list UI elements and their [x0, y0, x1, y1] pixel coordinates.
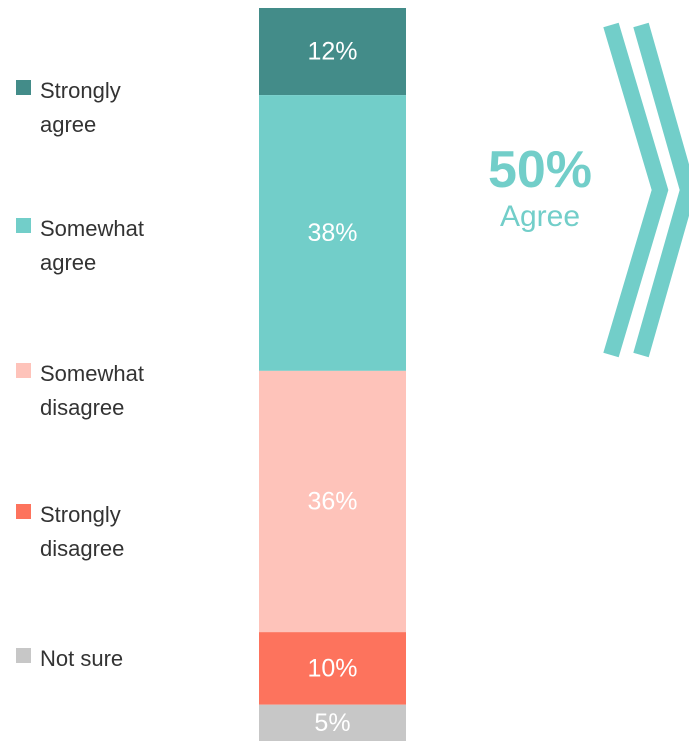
- chevron-1-icon: [603, 22, 669, 358]
- legend-label: Somewhat disagree: [40, 361, 144, 420]
- legend-label: Not sure: [40, 646, 124, 671]
- data-label-somewhat-agree: 38%: [307, 219, 357, 247]
- bar-segment-not-sure: [259, 704, 406, 741]
- legend-swatch: [16, 80, 31, 95]
- bar-segment-somewhat-agree: [259, 95, 406, 371]
- bar-segment-strongly-disagree: [259, 632, 406, 705]
- legend-swatch: [16, 504, 31, 519]
- legend-swatch: [16, 218, 31, 233]
- legend-label: Strongly agree: [40, 78, 121, 137]
- data-label-not-sure: 5%: [314, 709, 350, 737]
- data-label-strongly-agree: 12%: [307, 38, 357, 66]
- data-label-strongly-disagree: 10%: [307, 654, 357, 682]
- legend-label: Somewhat agree: [40, 216, 144, 275]
- callout-value: 50%: [487, 141, 593, 199]
- callout-label: Agree: [499, 200, 581, 233]
- legend-swatch: [16, 648, 31, 663]
- legend-label: Strongly disagree: [40, 502, 125, 561]
- bar-segment-somewhat-disagree: [259, 370, 406, 633]
- agree-callout: 50% Agree: [440, 140, 640, 234]
- chevron-2-icon: [633, 22, 689, 358]
- data-label-somewhat-disagree: 36%: [307, 488, 357, 516]
- bar-segment-strongly-agree: [259, 8, 406, 96]
- legend-swatch: [16, 363, 31, 378]
